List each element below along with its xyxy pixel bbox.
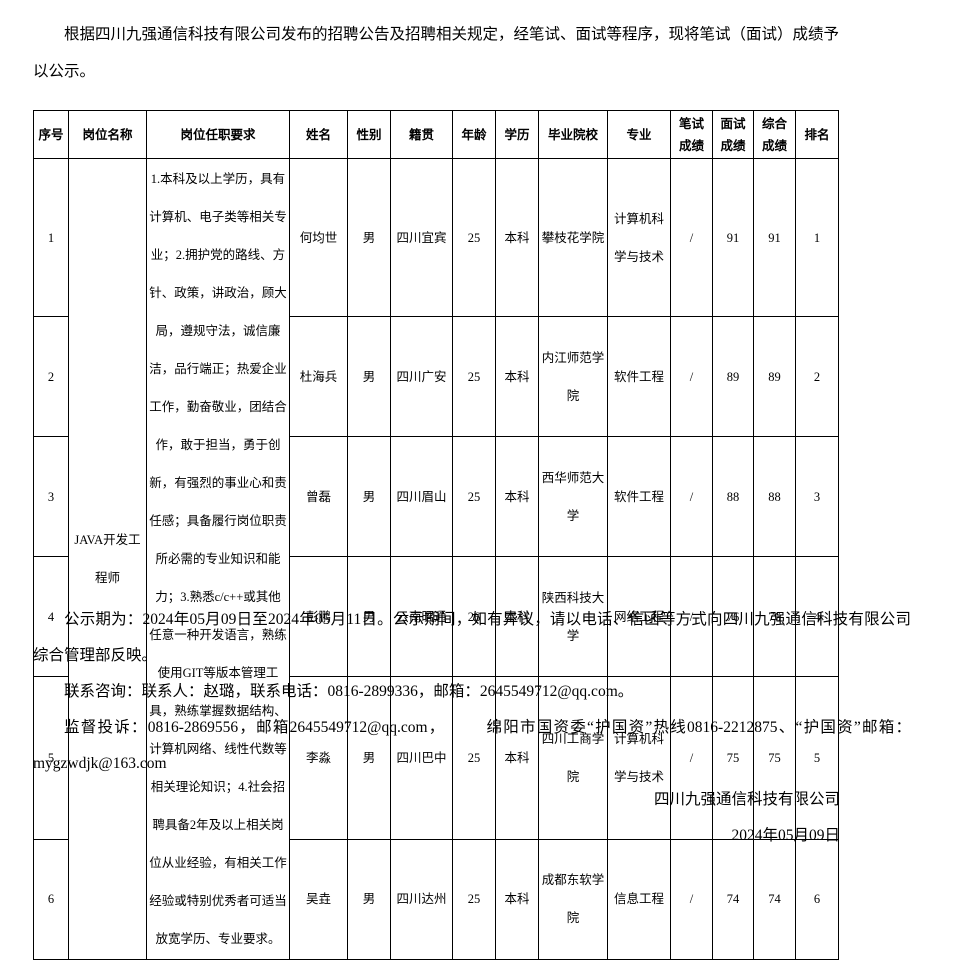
header-rank: 排名 <box>795 110 839 159</box>
cell-written-score: / <box>670 676 713 840</box>
header-serial: 序号 <box>33 110 69 159</box>
cell-serial: 4 <box>33 556 69 678</box>
publicity-period-paragraph: 公示期为：2024年05月09日至2024年05月11日。公示期间，如有异议，请… <box>33 611 911 664</box>
cell-name: 吴垚 <box>289 838 348 960</box>
cell-education: 本科 <box>495 436 539 558</box>
cell-interview-score: 89 <box>712 316 754 438</box>
cell-interview-score: 91 <box>712 157 754 318</box>
cell-age: 25 <box>452 157 496 318</box>
cell-name: 曾磊 <box>289 436 348 558</box>
cell-school: 内江师范学院 <box>538 316 608 438</box>
intro-paragraph: 根据四川九强通信科技有限公司发布的招聘公告及招聘相关规定，经笔试、面试等程序，现… <box>33 26 840 80</box>
cell-school: 攀枝花学院 <box>538 157 608 318</box>
cell-interview-score: 88 <box>712 436 754 558</box>
cell-written-score: / <box>670 436 713 558</box>
cell-education: 本科 <box>495 838 539 960</box>
cell-age: 26 <box>452 556 496 678</box>
cell-name: 杜海兵 <box>289 316 348 438</box>
cell-school: 西华师范大学 <box>538 436 608 558</box>
header-position-requirements: 岗位任职要求 <box>146 110 290 159</box>
header-name: 姓名 <box>289 110 348 159</box>
cell-serial: 2 <box>33 316 69 438</box>
header-major: 专业 <box>607 110 671 159</box>
cell-overall-score: 75 <box>753 676 796 840</box>
cell-education: 本科 <box>495 157 539 318</box>
cell-age: 25 <box>452 436 496 558</box>
cell-school: 四川工商学院 <box>538 676 608 840</box>
table-header-row: 序号 岗位名称 岗位任职要求 姓名 性别 籍贯 年龄 学历 毕业院校 专业 笔试… <box>33 110 839 159</box>
header-school: 毕业院校 <box>538 110 608 159</box>
cell-education: 本科 <box>495 556 539 678</box>
cell-serial: 6 <box>33 838 69 960</box>
cell-major: 软件工程 <box>607 436 671 558</box>
cell-major: 计算机科学与技术 <box>607 157 671 318</box>
cell-gender: 男 <box>347 676 391 840</box>
cell-overall-score: 91 <box>753 157 796 318</box>
cell-serial: 3 <box>33 436 69 558</box>
header-age: 年龄 <box>452 110 496 159</box>
cell-rank: 4 <box>795 556 839 678</box>
cell-hometown: 云南昭通 <box>390 556 453 678</box>
cell-overall-score: 74 <box>753 838 796 960</box>
table-row: 3 曾磊 男 四川眉山 25 本科 西华师范大学 软件工程 / 88 88 3 <box>33 436 839 558</box>
contact-info-line: 联系咨询：联系人：赵璐，联系电话：0816-2899336，邮箱：2645549… <box>64 683 634 700</box>
cell-serial: 5 <box>33 676 69 840</box>
cell-hometown: 四川宜宾 <box>390 157 453 318</box>
cell-serial: 1 <box>33 157 69 318</box>
header-interview-score: 面试成绩 <box>712 110 754 159</box>
table-row: 5 李淼 男 四川巴中 25 本科 四川工商学院 计算机科学与技术 / 75 7… <box>33 676 839 840</box>
cell-hometown: 四川眉山 <box>390 436 453 558</box>
cell-name: 李淼 <box>289 676 348 840</box>
header-overall-score: 综合成绩 <box>753 110 796 159</box>
table-row: 1 JAVA开发工程师 1.本科及以上学历，具有计算机、电子类等相关专业；2.拥… <box>33 157 839 960</box>
cell-major: 网络工程 <box>607 556 671 678</box>
signature-block: 四川九强通信科技有限公司 2024年05月09日 <box>33 782 840 854</box>
header-hometown: 籍贯 <box>390 110 453 159</box>
header-position-name: 岗位名称 <box>68 110 147 159</box>
cell-rank: 1 <box>795 157 839 318</box>
cell-written-score: / <box>670 838 713 960</box>
cell-hometown: 四川巴中 <box>390 676 453 840</box>
header-education: 学历 <box>495 110 539 159</box>
cell-overall-score: 89 <box>753 316 796 438</box>
table-row: 4 彭鹏 男 云南昭通 26 本科 陕西科技大学 网络工程 / 76 76 4 <box>33 556 839 678</box>
cell-interview-score: 74 <box>712 838 754 960</box>
cell-position-name: JAVA开发工程师 <box>68 158 147 960</box>
cell-major: 软件工程 <box>607 316 671 438</box>
document-page: 根据四川九强通信科技有限公司发布的招聘公告及招聘相关规定，经笔试、面试等程序，现… <box>33 26 911 960</box>
cell-education: 本科 <box>495 316 539 438</box>
header-gender: 性别 <box>347 110 391 159</box>
signature-company: 四川九强通信科技有限公司 <box>653 791 840 808</box>
cell-gender: 男 <box>347 157 391 318</box>
header-written-score: 笔试成绩 <box>670 110 713 159</box>
cell-major: 计算机科学与技术 <box>607 676 671 840</box>
supervision-complaint-line: 监督投诉：0816-2869556，邮箱2645549712@qq.com， 绵… <box>33 719 911 772</box>
cell-name: 彭鹏 <box>289 556 348 678</box>
cell-rank: 2 <box>795 316 839 438</box>
cell-interview-score: 76 <box>712 556 754 678</box>
cell-rank: 6 <box>795 838 839 960</box>
cell-written-score: / <box>670 157 713 318</box>
cell-name: 何均世 <box>289 157 348 318</box>
cell-age: 25 <box>452 838 496 960</box>
cell-gender: 男 <box>347 316 391 438</box>
footer-text-block: 公示期为：2024年05月09日至2024年05月11日。公示期间，如有异议，请… <box>33 602 911 782</box>
cell-age: 25 <box>452 316 496 438</box>
cell-rank: 3 <box>795 436 839 558</box>
table-row: 2 杜海兵 男 四川广安 25 本科 内江师范学院 软件工程 / 89 89 2 <box>33 316 839 438</box>
cell-school: 陕西科技大学 <box>538 556 608 678</box>
cell-school: 成都东软学院 <box>538 838 608 960</box>
cell-hometown: 四川广安 <box>390 316 453 438</box>
cell-rank: 5 <box>795 676 839 840</box>
cell-gender: 男 <box>347 436 391 558</box>
cell-interview-score: 75 <box>712 676 754 840</box>
cell-gender: 男 <box>347 838 391 960</box>
cell-written-score: / <box>670 316 713 438</box>
signature-date: 2024年05月09日 <box>731 827 840 844</box>
cell-age: 25 <box>452 676 496 840</box>
cell-overall-score: 88 <box>753 436 796 558</box>
cell-major: 信息工程 <box>607 838 671 960</box>
cell-hometown: 四川达州 <box>390 838 453 960</box>
